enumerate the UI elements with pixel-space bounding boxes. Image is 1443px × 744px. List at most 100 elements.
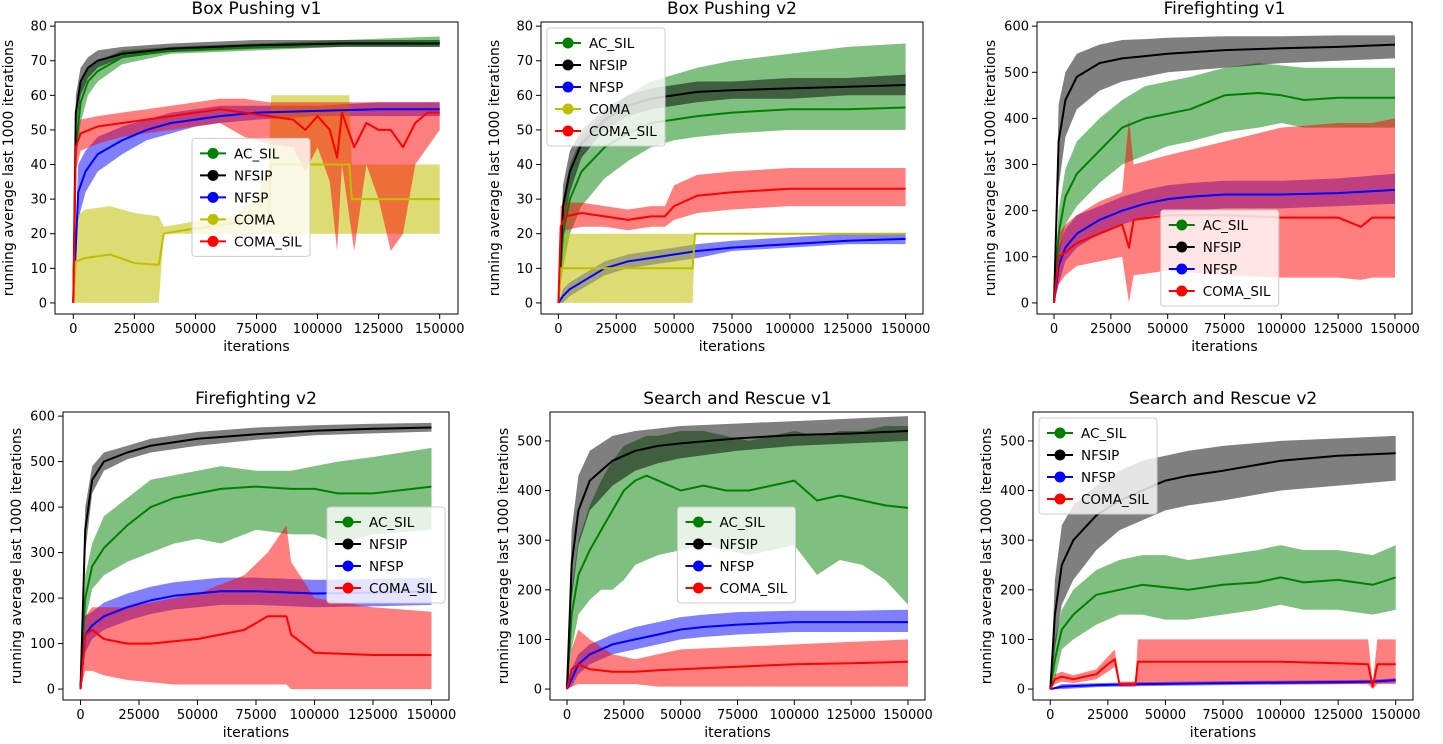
legend-marker [562,37,574,49]
legend-box [677,506,796,604]
plot-area [566,416,909,690]
y-tick-label: 70 [516,54,533,69]
legend-label: NFSP [369,559,403,575]
x-tick-label: 75000 [717,708,758,723]
band-coma-sil [567,629,908,690]
y-tick-label: 0 [39,296,47,311]
series-line-coma [557,232,906,303]
legend-label: AC_SIL [720,515,766,531]
y-tick-label: 30 [30,193,47,208]
y-tick-label: 60 [516,89,533,104]
y-tick-label: 500 [1004,66,1029,81]
legend-label: AC_SIL [1203,218,1249,234]
series-line-nfsip [72,42,440,303]
legend-marker [693,516,704,528]
legend-label: NFSP [589,80,623,96]
legend-box [1038,417,1158,515]
legend-label: NFSIP [1203,240,1241,256]
y-tick-label: 600 [1004,20,1029,35]
legend-marker [342,560,354,572]
legend-marker [207,169,219,181]
chart-title: Firefighting v1 [1164,0,1286,19]
band-ac-sil [1054,63,1395,303]
legend-label: NFSIP [589,58,627,74]
legend-label: AC_SIL [589,36,635,52]
y-tick-label: 300 [1004,158,1029,173]
legend-label: COMA_SIL [1203,284,1271,300]
y-tick-label: 200 [30,592,55,607]
series-line-coma-sil [557,187,906,303]
legend-marker [207,191,219,203]
x-tick-label: 100000 [290,708,340,723]
legend: AC_SIL NFSIP NFSP COMA COMA_SIL [191,137,311,257]
x-tick-label: 0 [563,708,571,723]
x-tick-label: 0 [554,322,562,337]
legend: AC_SIL NFSIP NFSP COMA_SIL [326,506,446,604]
legend-box [326,506,446,604]
x-tick-label: 50000 [1147,322,1188,337]
x-tick-label: 150000 [407,708,457,723]
x-tick-label: 125000 [826,708,876,723]
band-nfsip [1054,35,1395,303]
legend-box [546,27,666,147]
legend-label: COMA_SIL [369,581,437,597]
legend-marker [1054,493,1066,505]
y-tick-label: 0 [1017,683,1025,698]
legend-label: NFSP [234,190,268,206]
legend-marker [342,582,354,594]
x-tick-label: 75000 [235,708,276,723]
legend-label: NFSP [720,559,754,575]
x-tick-label: 100000 [293,322,343,337]
series-line-nfsp [72,108,440,303]
y-tick-label: 400 [30,501,55,516]
x-axis-label: iterations [223,339,289,355]
y-tick-label: 200 [1000,583,1025,598]
legend-label: COMA_SIL [1081,492,1149,508]
legend: AC_SIL NFSIP NFSP COMA_SIL [1038,417,1158,515]
y-axis-label: running average last 1000 iterations [9,428,25,684]
series-line-ac-sil [79,485,432,690]
legend-label: NFSIP [369,537,407,553]
series-line-coma-sil [1053,214,1395,303]
legend-marker [1054,427,1066,439]
y-tick-label: 100 [1000,633,1025,648]
y-tick-label: 500 [1000,434,1025,449]
y-axis-label: running average last 1000 iterations [983,40,999,296]
band-nfsip [80,422,432,690]
legend-marker [562,103,574,115]
x-tick-label: 125000 [354,322,404,337]
legend-marker [1176,219,1188,231]
x-tick-label: 150000 [883,708,933,723]
y-tick-label: 20 [516,227,533,242]
legend-marker [1176,241,1188,253]
y-axis-label: running average last 1000 iterations [496,428,512,684]
y-tick-label: 100 [30,637,55,652]
y-tick-label: 300 [517,534,542,549]
series-line-nfsip [566,430,909,690]
y-tick-label: 10 [516,262,533,277]
chart-panel-5: Search and Rescue v10 25000 50000 75000 1000… [496,389,933,741]
legend-label: NFSIP [720,537,758,553]
x-axis-label: iterations [699,339,765,355]
legend-label: COMA_SIL [589,124,657,140]
legend-label: AC_SIL [1081,426,1127,442]
chart-title: Search and Rescue v2 [1129,389,1317,409]
legend-marker [562,81,574,93]
legend-marker [207,147,219,159]
y-tick-label: 100 [1004,250,1029,265]
x-tick-label: 125000 [823,322,873,337]
chart-panel-2: Box Pushing v2 0 25000 50000 75000 100000 1250… [487,0,930,355]
x-axis-label: iterations [223,725,289,741]
x-tick-label: 75000 [236,322,277,337]
x-tick-label: 50000 [660,708,701,723]
y-axis-label: running average last 1000 iterations [1,40,17,296]
legend-marker [562,59,574,71]
x-tick-label: 25000 [114,322,155,337]
y-tick-label: 600 [30,410,55,425]
legend-marker [342,516,354,528]
chart-panel-3: Firefighting v1 0 25000 50000 75000 100000 125… [983,0,1420,355]
x-tick-label: 25000 [603,708,644,723]
legend-label: NFSP [1081,470,1115,486]
y-tick-label: 200 [1004,204,1029,219]
